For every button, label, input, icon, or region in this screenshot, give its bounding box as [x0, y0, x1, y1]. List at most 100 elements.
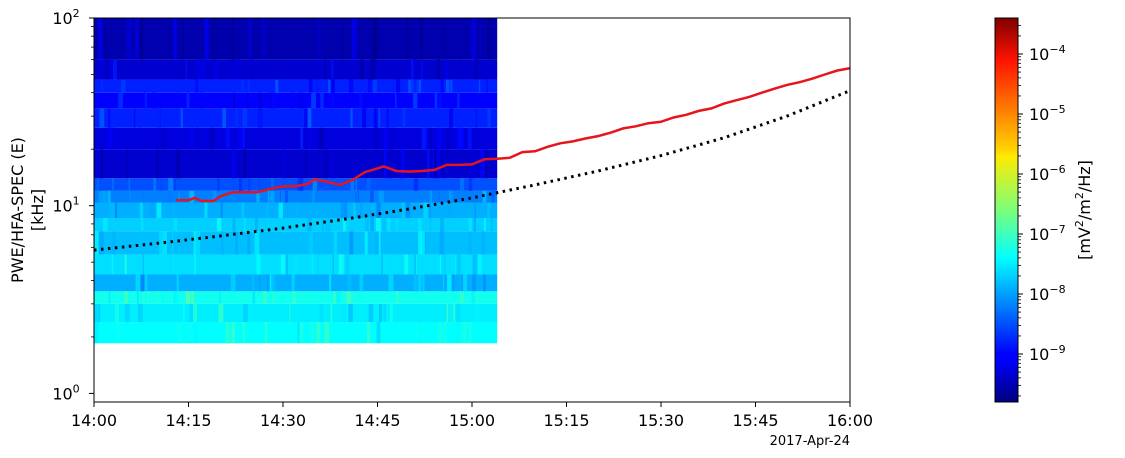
spectrogram-texture	[242, 108, 248, 128]
spectrogram-texture	[97, 18, 103, 60]
spectrogram-texture	[235, 59, 241, 80]
spectrogram-texture	[196, 59, 201, 80]
spectrogram-texture	[479, 18, 483, 60]
spectrogram-texture	[456, 127, 459, 150]
spectrogram-texture	[253, 303, 255, 323]
spectrogram-texture	[317, 178, 319, 191]
spectrogram-texture	[242, 322, 245, 344]
spectrogram-texture	[449, 79, 453, 93]
spectrogram-texture	[484, 18, 487, 60]
spectrogram-texture	[220, 202, 223, 219]
spectrogram-texture	[178, 190, 180, 203]
spectrogram-texture	[96, 178, 99, 191]
spectrogram-texture	[125, 303, 131, 323]
spectrogram-texture	[444, 274, 446, 292]
spectrogram-texture	[127, 127, 130, 150]
spectrogram-texture	[201, 59, 206, 80]
spectrogram-texture	[148, 178, 150, 191]
spectrogram-texture	[270, 178, 275, 191]
spectrogram-texture	[311, 92, 316, 109]
spectrogram-texture	[382, 218, 386, 232]
spectrogram-texture	[210, 127, 214, 150]
spectrogram-texture	[324, 322, 330, 344]
spectrogram-texture	[418, 274, 422, 292]
spectrogram-texture	[133, 108, 136, 128]
spectrogram-texture	[173, 254, 175, 275]
spectrogram-texture	[267, 190, 270, 203]
spectrogram-texture	[491, 218, 493, 232]
spectrogram-texture	[101, 79, 103, 93]
spectrogram-texture	[99, 149, 101, 179]
x-tick-label: 16:00	[827, 411, 873, 430]
spectrogram-texture	[406, 18, 409, 60]
spectrogram-texture	[117, 322, 120, 344]
spectrogram-texture	[107, 127, 113, 150]
spectrogram-texture	[111, 254, 114, 275]
spectrogram-texture	[143, 92, 147, 109]
spectrogram-texture	[462, 274, 467, 292]
spectrogram-texture	[429, 218, 432, 232]
spectrogram-texture	[218, 303, 224, 323]
spectrogram-texture	[250, 59, 253, 80]
spectrogram-texture	[265, 322, 268, 344]
spectrogram-texture	[423, 202, 429, 219]
spectrogram-texture	[490, 59, 493, 80]
x-tick-label: 15:30	[638, 411, 684, 430]
spectrogram-texture	[338, 254, 344, 275]
spectrogram-texture	[312, 190, 315, 203]
spectrogram-texture	[348, 79, 354, 93]
spectrogram-texture	[468, 218, 472, 232]
spectrogram-texture	[231, 322, 236, 344]
spectrogram-texture	[109, 59, 113, 80]
colorbar-label: [mV2/m2/Hz]	[1073, 160, 1094, 260]
spectrogram-texture	[429, 127, 432, 150]
x-tick-label: 14:00	[71, 411, 117, 430]
spectrogram-texture	[225, 127, 230, 150]
spectrogram-texture	[374, 127, 378, 150]
spectrogram-texture	[317, 254, 319, 275]
spectrogram-texture	[238, 127, 243, 150]
spectrogram-texture	[321, 218, 324, 232]
spectrogram-texture	[194, 322, 198, 344]
spectrogram-texture	[468, 231, 472, 255]
spectrogram-texture	[384, 149, 387, 179]
spectrogram-texture	[396, 291, 399, 304]
spectrogram-texture	[370, 218, 375, 232]
spectrogram-texture	[189, 303, 194, 323]
spectrogram-texture	[308, 231, 313, 255]
spectrogram-band	[94, 178, 498, 191]
spectrogram-texture	[378, 190, 383, 203]
spectrogram-texture	[485, 149, 488, 179]
spectrogram-texture	[331, 92, 335, 109]
spectrogram-texture	[337, 79, 340, 93]
spectrogram-texture	[270, 274, 276, 292]
spectrogram-texture	[268, 274, 272, 292]
spectrogram-texture	[142, 254, 144, 275]
spectrogram-texture	[483, 274, 486, 292]
spectrogram-texture	[375, 218, 381, 232]
spectrogram-band	[94, 18, 498, 60]
spectrogram-texture	[186, 92, 190, 109]
spectrogram-texture	[98, 178, 102, 191]
spectrogram-texture	[390, 79, 395, 93]
spectrogram-texture	[427, 149, 430, 179]
spectrogram-texture	[291, 92, 294, 109]
spectrogram-texture	[429, 202, 432, 219]
spectrogram-texture	[370, 190, 374, 203]
spectrogram-texture	[446, 59, 448, 80]
spectrogram-texture	[401, 202, 406, 219]
spectrogram-texture	[145, 274, 148, 292]
spectrogram-texture	[270, 190, 275, 203]
spectrogram-texture	[351, 18, 354, 60]
spectrogram-texture	[319, 92, 324, 109]
spectrogram-texture	[114, 303, 119, 323]
spectrogram-texture	[235, 231, 238, 255]
spectrogram-texture	[141, 190, 144, 203]
spectrogram-texture	[446, 127, 451, 150]
spectrogram-texture	[96, 149, 98, 179]
spectrogram-texture	[124, 291, 129, 304]
spectrogram-texture	[98, 231, 104, 255]
spectrogram-texture	[412, 92, 417, 109]
spectrogram-texture	[340, 202, 345, 219]
spectrogram-texture	[343, 218, 348, 232]
